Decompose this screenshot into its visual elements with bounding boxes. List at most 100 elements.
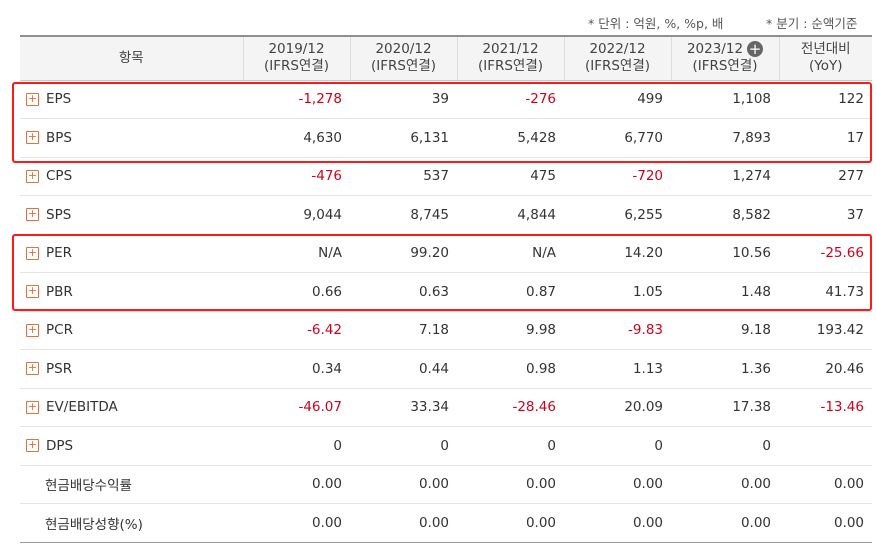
yoy-cell: 41.73 <box>779 272 872 312</box>
row-label-cell[interactable]: + PCR <box>20 311 243 350</box>
table-row: + EPS -1,278 39 -276 499 1,108 122 <box>20 80 872 119</box>
header-item: 항목 <box>20 35 243 81</box>
header-basis: (IFRS연결) <box>477 58 544 75</box>
header-period-2019: 2019/12 (IFRS연결) <box>242 35 350 81</box>
value-cell: -1,278 <box>243 80 350 119</box>
row-label: SPS <box>46 206 72 223</box>
financial-ratio-table: 항목 2019/12 (IFRS연결) 2020/12 (IFRS연결) 202… <box>20 35 872 543</box>
value-cell: 1,108 <box>671 80 779 119</box>
row-label-cell[interactable]: + CPS <box>20 157 243 196</box>
row-label-cell: 현금배당수익률 <box>20 465 243 504</box>
value-cell: 0.98 <box>457 349 564 389</box>
value-cell: 0.00 <box>350 503 457 543</box>
table-row: 현금배당수익률 0.00 0.00 0.00 0.00 0.00 0.00 <box>20 465 872 504</box>
expand-plus-icon[interactable]: + <box>26 361 39 376</box>
value-cell: 0 <box>564 426 671 466</box>
value-cell: 39 <box>350 80 457 119</box>
value-cell: 0.34 <box>243 349 350 389</box>
expand-plus-icon[interactable]: + <box>26 207 39 222</box>
table-row: + PER N/A 99.20 N/A 14.20 10.56 -25.66 <box>20 234 872 273</box>
row-label-cell[interactable]: + SPS <box>20 195 243 235</box>
row-label: EV/EBITDA <box>46 399 118 416</box>
value-cell: 1.13 <box>564 349 671 389</box>
value-cell: 9,044 <box>243 195 350 235</box>
value-cell: 1.05 <box>564 272 671 312</box>
yoy-cell: 193.42 <box>779 311 872 350</box>
value-cell: 5,428 <box>457 118 564 158</box>
value-cell: 9.98 <box>457 311 564 350</box>
header-basis: (IFRS연결) <box>692 58 758 75</box>
basis-note: * 분기 : 순액기준 <box>766 16 858 31</box>
value-cell: -9.83 <box>564 311 671 350</box>
value-cell: 0 <box>671 426 779 466</box>
plus-circle-icon[interactable]: + <box>747 40 764 59</box>
row-label-cell[interactable]: + EPS <box>20 80 243 119</box>
value-cell: 8,582 <box>671 195 779 235</box>
yoy-cell: 122 <box>779 80 872 119</box>
value-cell: 7,893 <box>671 118 779 158</box>
value-cell: 0.66 <box>243 272 350 312</box>
row-label: 현금배당수익률 <box>45 478 132 495</box>
header-yoy: 전년대비 (YoY) <box>778 35 872 81</box>
row-label: EPS <box>46 91 72 108</box>
value-cell: 499 <box>564 80 671 119</box>
row-label: PCR <box>46 322 73 339</box>
value-cell: 6,131 <box>350 118 457 158</box>
header-period-2020: 2020/12 (IFRS연결) <box>349 35 457 81</box>
table-row: + BPS 4,630 6,131 5,428 6,770 7,893 17 <box>20 118 872 158</box>
header-period-2023: 2023/12 + (IFRS연결) <box>670 35 779 81</box>
header-period-2022: 2022/12 (IFRS연결) <box>563 35 671 81</box>
table-row: + EV/EBITDA -46.07 33.34 -28.46 20.09 17.38 -13… <box>20 388 872 427</box>
table-header-row: 항목 2019/12 (IFRS연결) 2020/12 (IFRS연결) 202… <box>20 35 872 81</box>
expand-plus-icon[interactable]: + <box>26 245 39 260</box>
header-year: 2020/12 <box>375 41 432 58</box>
table-row: + PCR -6.42 7.18 9.98 -9.83 9.18 193.42 <box>20 311 872 350</box>
row-label: DPS <box>46 437 74 454</box>
yoy-cell: 17 <box>779 118 872 158</box>
expand-plus-icon[interactable]: + <box>26 284 39 299</box>
value-cell: 0.00 <box>671 465 779 504</box>
yoy-cell: 0.00 <box>779 503 872 543</box>
header-basis: (IFRS연결) <box>263 58 330 75</box>
value-cell: 99.20 <box>350 234 457 273</box>
value-cell: -476 <box>243 157 350 196</box>
value-cell: N/A <box>243 234 350 273</box>
header-year: 2021/12 <box>482 41 539 58</box>
row-label-cell: 현금배당성향(%) <box>20 503 243 543</box>
value-cell: 1.48 <box>671 272 779 312</box>
expand-plus-icon[interactable]: + <box>26 91 39 106</box>
header-year: 2019/12 <box>268 41 325 58</box>
row-label-cell[interactable]: + PBR <box>20 272 243 312</box>
yoy-cell <box>779 426 872 466</box>
row-label-cell[interactable]: + EV/EBITDA <box>20 388 243 427</box>
expand-plus-icon[interactable]: + <box>26 438 39 453</box>
value-cell: 537 <box>350 157 457 196</box>
row-label: PER <box>46 245 73 262</box>
expand-plus-icon[interactable]: + <box>26 168 39 183</box>
value-cell: 8,745 <box>350 195 457 235</box>
header-year: 2022/12 <box>589 41 646 58</box>
table-row: + CPS -476 537 475 -720 1,274 277 <box>20 157 872 196</box>
value-cell: 0.00 <box>350 465 457 504</box>
value-cell: 0.00 <box>457 503 564 543</box>
row-label-cell[interactable]: + BPS <box>20 118 243 158</box>
table-row: 현금배당성향(%) 0.00 0.00 0.00 0.00 0.00 0.00 <box>20 503 872 543</box>
value-cell: 0.63 <box>350 272 457 312</box>
value-cell: 6,770 <box>564 118 671 158</box>
value-cell: 9.18 <box>671 311 779 350</box>
expand-plus-icon[interactable]: + <box>26 399 39 414</box>
value-cell: -720 <box>564 157 671 196</box>
value-cell: 17.38 <box>671 388 779 427</box>
table-row: + PSR 0.34 0.44 0.98 1.13 1.36 20.46 <box>20 349 872 389</box>
expand-plus-icon[interactable]: + <box>26 322 39 337</box>
unit-note: * 단위 : 억원, %, %p, 배 <box>588 16 724 31</box>
row-label: PBR <box>46 283 73 300</box>
row-label-cell[interactable]: + DPS <box>20 426 243 466</box>
yoy-cell: 37 <box>779 195 872 235</box>
value-cell: 20.09 <box>564 388 671 427</box>
row-label-cell[interactable]: + PSR <box>20 349 243 389</box>
row-label-cell[interactable]: + PER <box>20 234 243 273</box>
row-label: BPS <box>46 129 72 146</box>
expand-plus-icon[interactable]: + <box>26 130 39 145</box>
value-cell: 0 <box>457 426 564 466</box>
